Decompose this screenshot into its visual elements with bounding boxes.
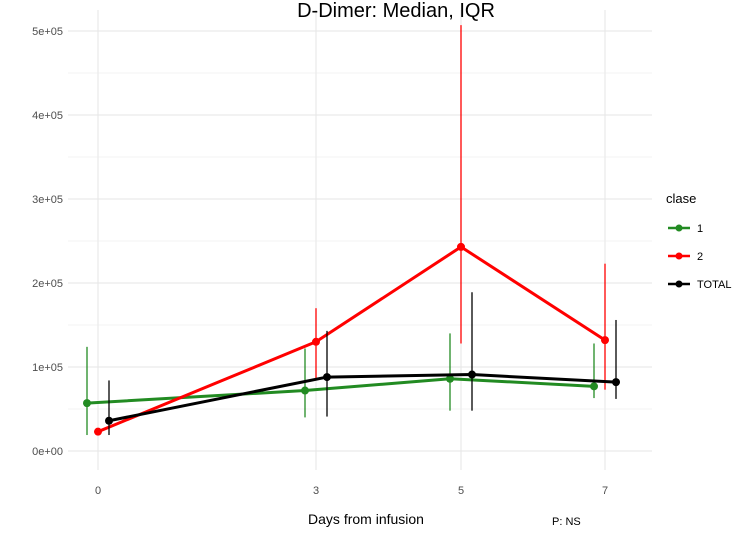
series-layer xyxy=(83,25,620,436)
data-point xyxy=(94,427,102,436)
legend-key-point xyxy=(675,252,683,260)
data-point xyxy=(601,336,609,345)
data-point xyxy=(590,382,598,391)
legend-title: clase xyxy=(666,191,696,206)
y-tick-label: 4e+05 xyxy=(32,110,63,122)
series-1 xyxy=(83,333,598,436)
grid xyxy=(68,10,652,470)
y-tick-label: 1e+05 xyxy=(32,362,63,374)
data-point xyxy=(323,373,331,382)
data-point xyxy=(457,242,465,251)
legend-label: 1 xyxy=(697,223,703,235)
series-line xyxy=(86,377,595,405)
legend-key-point xyxy=(675,280,683,288)
data-point xyxy=(301,386,309,395)
x-axis-ticks: 0 3 5 7 xyxy=(95,485,608,497)
legend: clase 1 2 TOTAL xyxy=(666,191,731,291)
legend-item-1: 1 xyxy=(668,223,703,235)
data-point xyxy=(612,378,620,387)
y-axis-ticks: 0e+00 1e+05 2e+05 3e+05 4e+05 5e+05 xyxy=(32,26,63,458)
data-point xyxy=(312,337,320,346)
x-tick-label: 5 xyxy=(458,485,464,497)
series-2 xyxy=(94,25,609,436)
legend-label: TOTAL xyxy=(697,279,731,291)
legend-key-point xyxy=(675,224,683,232)
series-line xyxy=(97,245,606,434)
x-axis-label: Days from infusion xyxy=(308,511,424,527)
series-line xyxy=(108,373,617,423)
y-tick-label: 3e+05 xyxy=(32,194,63,206)
y-tick-label: 0e+00 xyxy=(32,446,63,458)
legend-label: 2 xyxy=(697,251,703,263)
data-point xyxy=(446,374,454,383)
data-point xyxy=(468,370,476,379)
chart-title: D-Dimer: Median, IQR xyxy=(297,0,495,22)
x-tick-label: 0 xyxy=(95,485,101,497)
x-tick-label: 7 xyxy=(602,485,608,497)
p-value-note: P: NS xyxy=(552,516,581,528)
y-tick-label: 2e+05 xyxy=(32,278,63,290)
y-tick-label: 5e+05 xyxy=(32,26,63,38)
data-point xyxy=(83,399,91,408)
legend-item-total: TOTAL xyxy=(668,279,731,291)
data-point xyxy=(105,416,113,425)
x-tick-label: 3 xyxy=(313,485,319,497)
legend-item-2: 2 xyxy=(668,251,703,263)
series-total xyxy=(105,292,620,436)
